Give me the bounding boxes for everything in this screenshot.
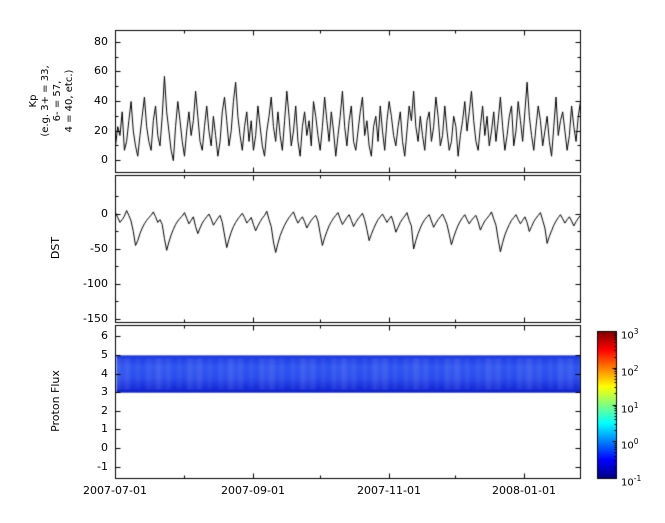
proton-flux-axis-label: Proton Flux [49,370,62,432]
x-tick-label: 2007-07-01 [83,484,147,497]
y-tick-label: 6 [101,329,108,342]
y-tick-label: -150 [83,312,108,325]
y-tick-label: 5 [101,348,108,361]
y-tick-label: 80 [94,35,108,48]
y-tick-label: 0 [101,207,108,220]
colorbar-tick-exponent: 1 [633,401,639,410]
colorbar-tick-exponent: 3 [633,327,639,336]
y-tick-label: 0 [101,153,108,166]
x-tick-label: 2007-09-01 [221,484,285,497]
y-tick-label: 3 [101,385,108,398]
y-tick-label: 20 [94,124,108,137]
y-tick-label: 1 [101,422,108,435]
colorbar-tick-exponent: 2 [633,364,639,373]
y-tick-label: 4 [101,367,108,380]
colorbar-tick-label: 100 [621,437,639,452]
y-tick-label: -1 [97,460,108,473]
y-tick-label: 60 [94,64,108,77]
colorbar-tick-exponent: -1 [633,474,642,483]
colorbar-tick-label: 101 [621,401,639,416]
colorbar-tick-label: 102 [621,364,639,379]
dst-axis-label: DST [49,236,62,260]
colorbar-tick-exponent: 0 [633,437,639,446]
x-tick-label: 2007-11-01 [357,484,421,497]
y-tick-label: 2 [101,404,108,417]
colorbar-tick-label: 10-1 [621,474,642,489]
y-tick-label: 0 [101,441,108,454]
x-tick-label: 2008-01-01 [492,484,556,497]
y-tick-label: -50 [90,242,108,255]
colorbar-tick-label: 103 [621,327,639,342]
y-tick-label: -100 [83,277,108,290]
y-tick-label: 40 [94,94,108,107]
